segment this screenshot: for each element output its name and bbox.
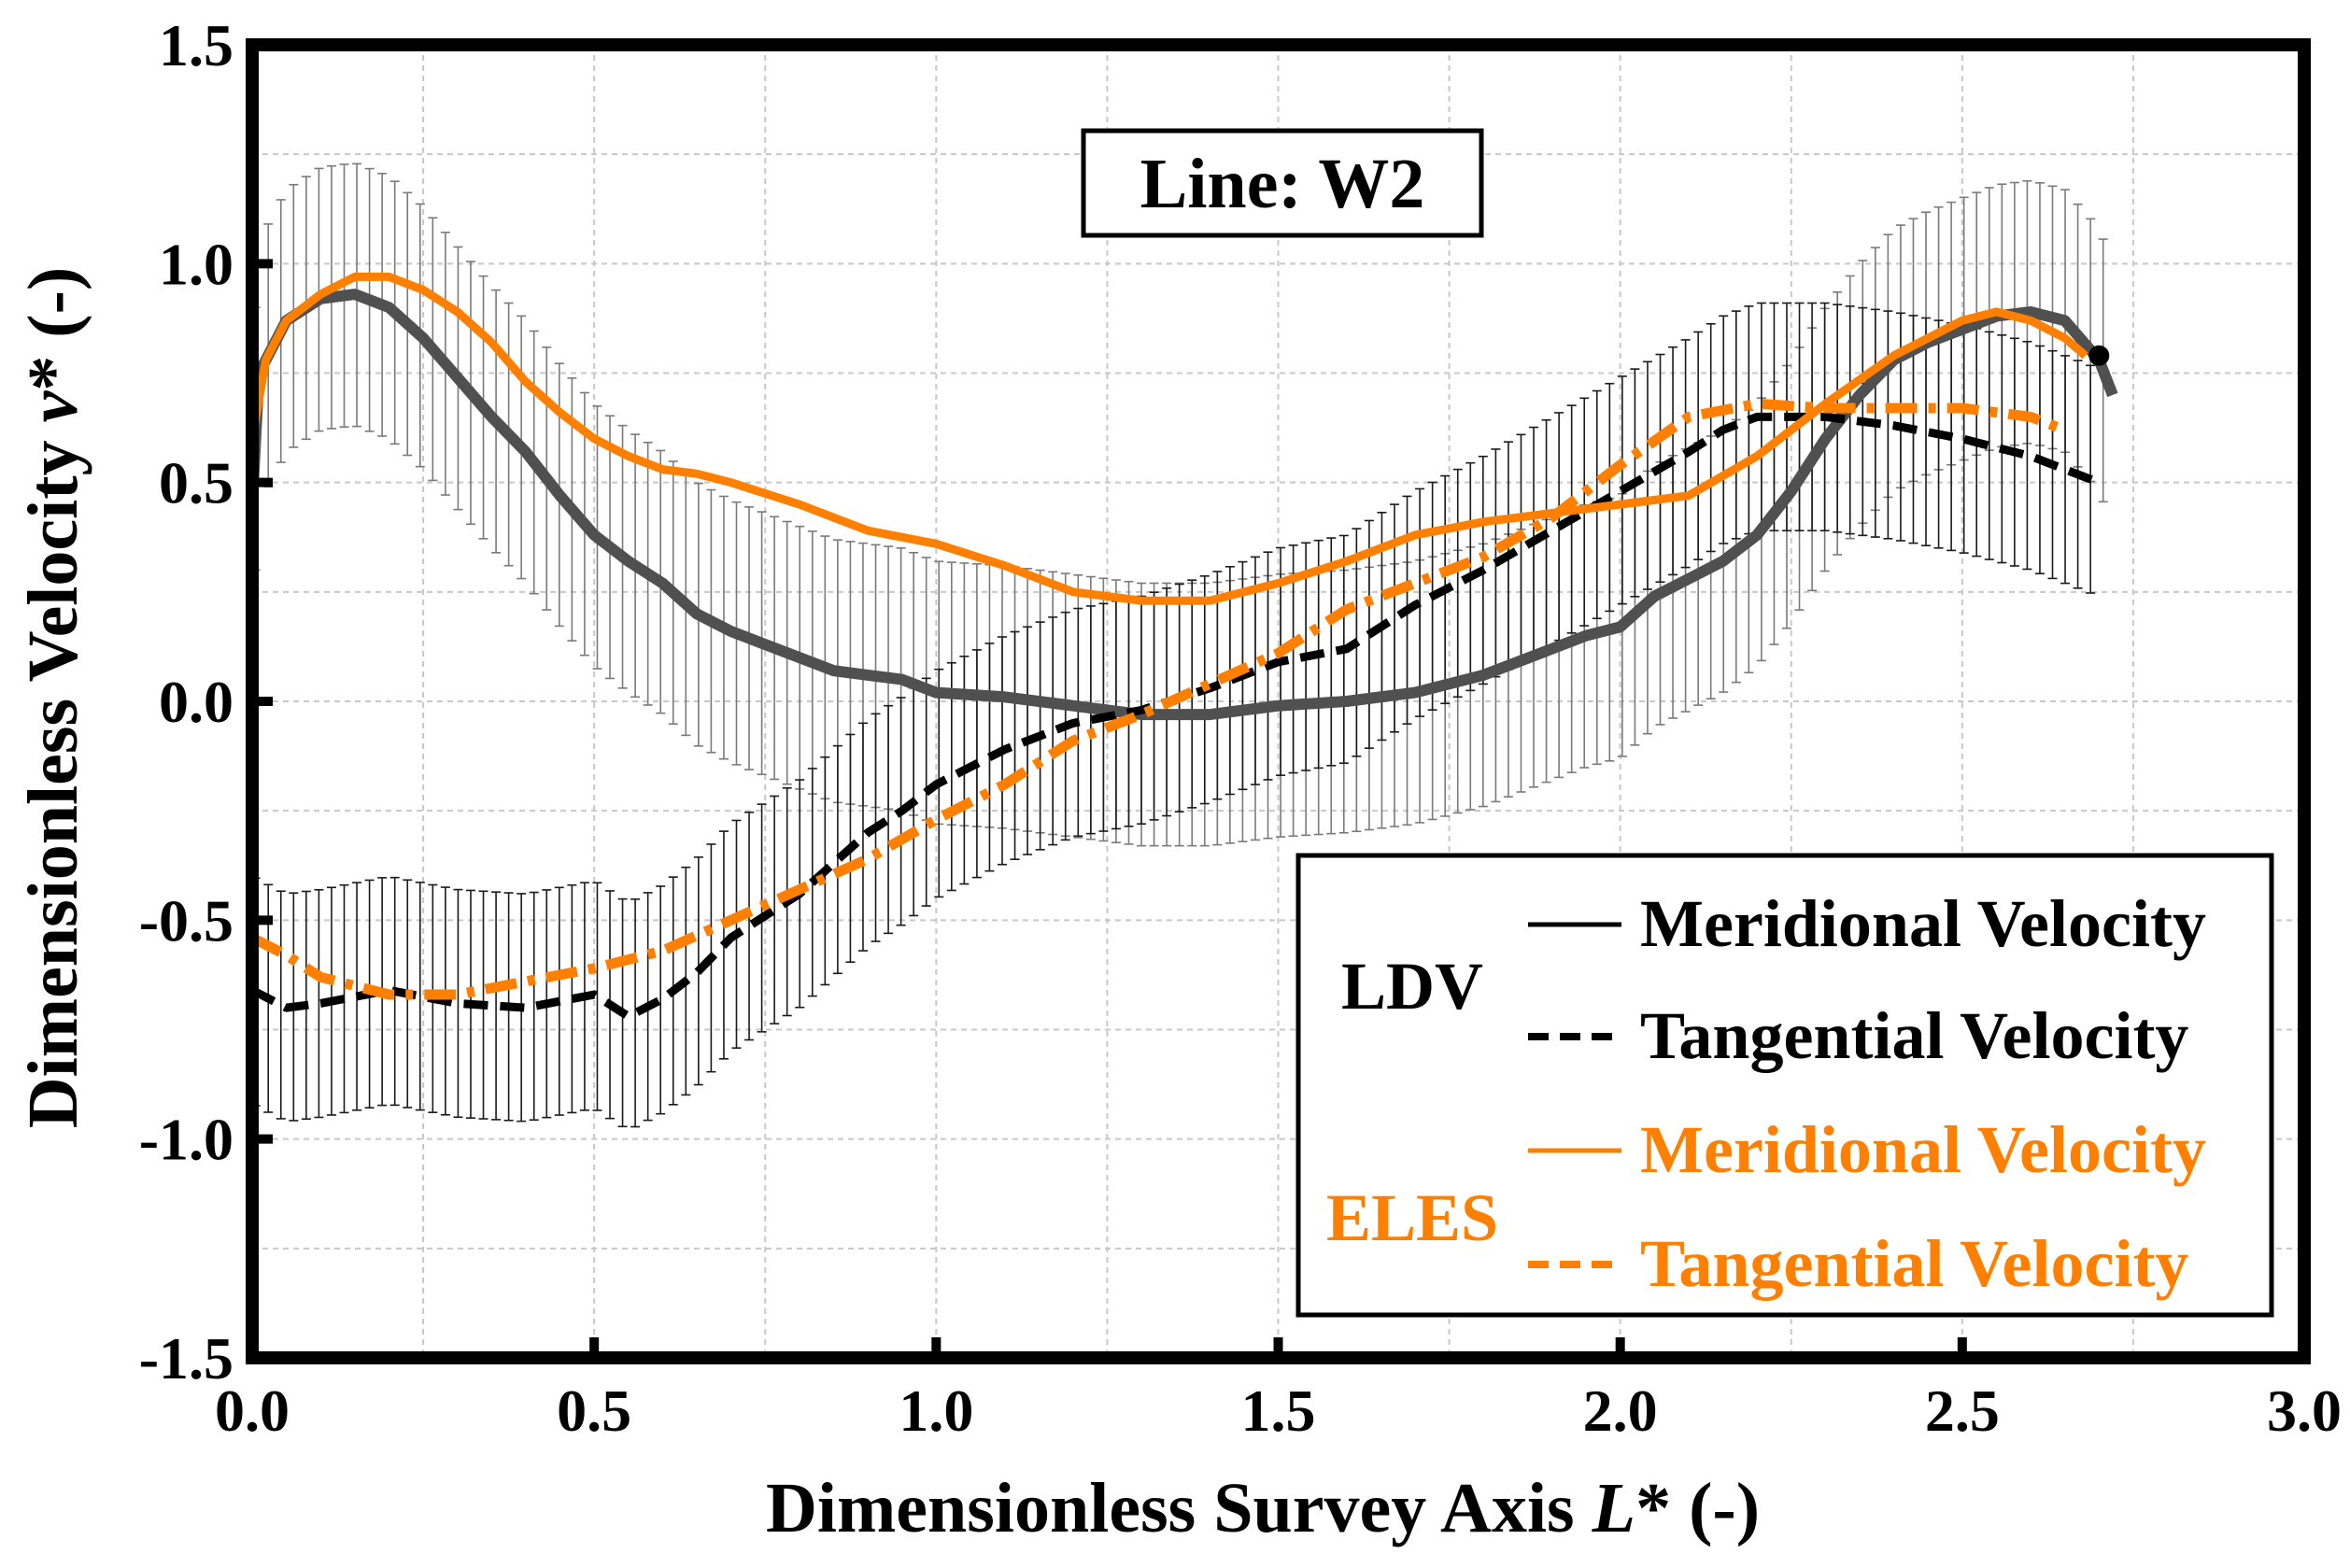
annotation-box [1081, 128, 1484, 238]
y-tick-label: 0.0 [159, 669, 234, 735]
legend-group-eles: ELES [1326, 1180, 1498, 1255]
series-line-eles-tangential-velocity [249, 398, 2067, 1000]
y-tick-label: 1.5 [159, 12, 234, 78]
x-tick-label: 2.5 [1925, 1377, 2000, 1444]
legend-label-ldv-meridional: Meridional Velocity [1640, 886, 2206, 961]
legend-label-eles-tangential: Tangential Velocity [1640, 1226, 2188, 1301]
x-tick-label: 3.0 [2267, 1377, 2342, 1444]
y-tick-label: 1.0 [159, 231, 234, 297]
series-line-ldv-tangential-velocity [249, 412, 2101, 1021]
x-tick-label: 2.0 [1583, 1377, 1658, 1444]
legend: LDV ELES Meridional Velocity Tangential … [1295, 853, 2274, 1318]
y-axis-title: Dimensionless Velocity v* (-) [14, 267, 92, 1128]
y-tick-label: -1.0 [139, 1107, 234, 1173]
x-tick-label: 1.0 [899, 1377, 973, 1444]
legend-label-ldv-tangential: Tangential Velocity [1640, 998, 2188, 1073]
annotation-text: Line: W2 [1140, 145, 1425, 223]
x-tick-label: 1.5 [1241, 1377, 1316, 1444]
x-tick-label: 0.0 [215, 1377, 290, 1444]
x-tick-label: 0.5 [557, 1377, 631, 1444]
legend-box [1295, 853, 2274, 1318]
legend-group-ldv: LDV [1341, 949, 1483, 1024]
y-tick-label: -1.5 [139, 1325, 234, 1391]
series-lines [247, 272, 2118, 1021]
series-end-marker [2088, 345, 2110, 366]
axis-ticks: 0.0 0.5 1.0 1.5 2.0 2.5 3.0 -1.5 -1.0 -0.5 0.0 0.5 1… [139, 12, 2342, 1444]
y-tick-label: -0.5 [139, 887, 234, 954]
x-axis-title: Dimensionless Survey Axis L* (-) [766, 1469, 1760, 1547]
y-tick-label: 0.5 [159, 450, 234, 516]
legend-label-eles-meridional: Meridional Velocity [1640, 1112, 2206, 1187]
series-line-ldv-meridional-velocity [247, 289, 2118, 721]
series-line-eles-meridional-velocity [248, 272, 2088, 605]
